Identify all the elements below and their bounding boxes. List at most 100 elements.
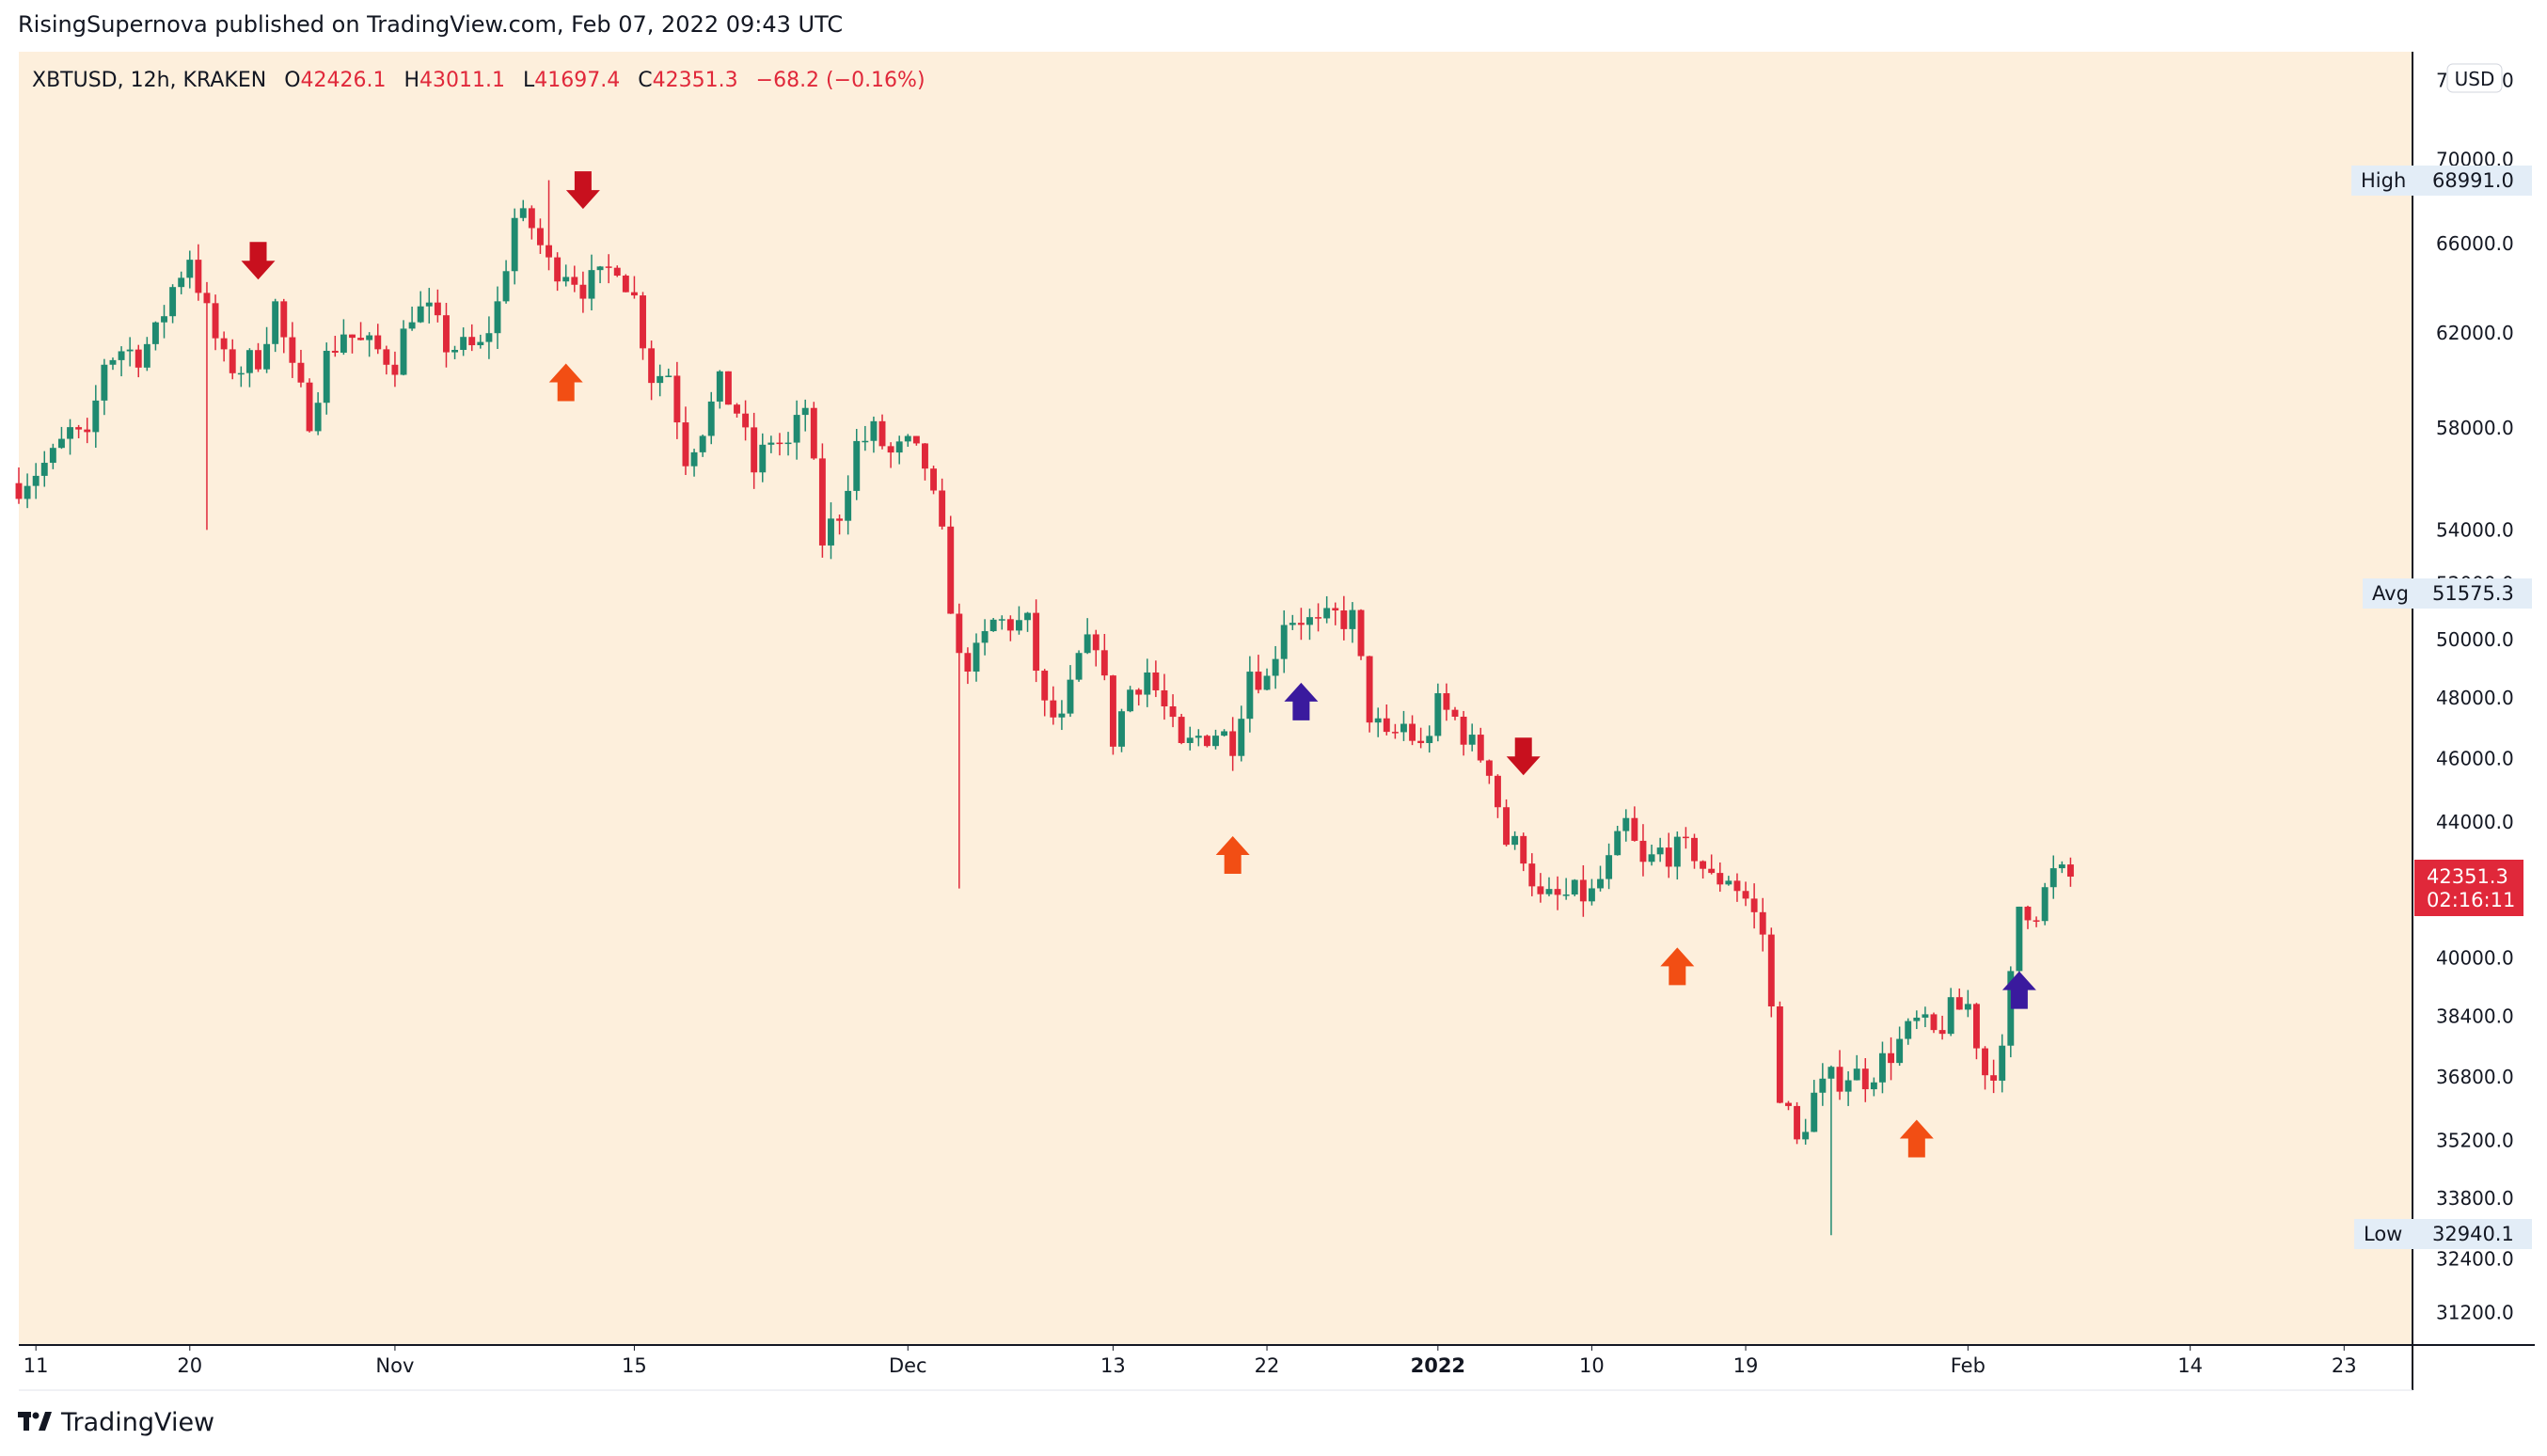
candle-body (451, 349, 459, 353)
candle-body (1426, 736, 1433, 744)
candle-body (1794, 1105, 1801, 1140)
candle-body (1579, 879, 1587, 902)
price-scale[interactable]: 74000.070000.066000.062000.058000.054000… (2436, 69, 2514, 1323)
candle-body (40, 463, 48, 476)
candle-body (425, 302, 433, 307)
price-tick-label: 66000.0 (2436, 232, 2514, 255)
candle-body (1750, 898, 1758, 912)
last-price-badge: 42351.3 02:16:11 (2414, 860, 2523, 916)
candle-body (1084, 634, 1091, 654)
candle-body (2016, 906, 2023, 972)
candle-body (1383, 718, 1390, 733)
candle-body (84, 429, 91, 433)
candle-body (1127, 689, 1134, 712)
time-axis[interactable]: 11 20 Nov 15 Dec 13 22 2022 10 19 Feb 14 23 (24, 1345, 2357, 1377)
candle-body (1733, 880, 1741, 892)
legend-high-value: 43011.1 (419, 69, 505, 92)
legend-line: XBTUSD, 12h, KRAKEN O42426.1 H43011.1 L4… (32, 69, 925, 92)
candle-body (1606, 855, 1613, 879)
price-tick-label: 36800.0 (2436, 1066, 2514, 1088)
currency-badge[interactable]: USD (2446, 63, 2503, 93)
candle-body (724, 371, 732, 405)
candle-body (878, 420, 886, 447)
high-value: 68991.0 (2432, 169, 2514, 192)
candle-body (306, 382, 313, 432)
candle-body (1554, 889, 1561, 895)
candle-body (1100, 650, 1108, 676)
tradingview-brand[interactable]: TradingView (18, 1403, 214, 1441)
candle-body (245, 350, 253, 373)
candle-body (1468, 735, 1476, 745)
price-tick-label: 32400.0 (2436, 1247, 2514, 1270)
candle-body (255, 350, 261, 370)
candle-body (143, 343, 150, 368)
candle-body (2033, 920, 2040, 922)
candle-body (964, 653, 972, 673)
candle-body (1879, 1052, 1886, 1083)
candle-body (1050, 700, 1057, 718)
buy-arrow-icon (1660, 947, 1695, 986)
candle-body (468, 337, 476, 346)
candle-body (49, 448, 56, 464)
candle-body (793, 415, 800, 443)
candle-body (1922, 1014, 1929, 1018)
candle-body (331, 350, 339, 353)
candle-body (1528, 863, 1536, 887)
candle-body (229, 349, 236, 373)
time-label: 19 (1733, 1354, 1759, 1377)
candle-body (2041, 887, 2049, 922)
price-tick-label: 44000.0 (2436, 811, 2514, 833)
candle-body (511, 217, 518, 272)
candle-body (1844, 1080, 1852, 1092)
candle-body (776, 442, 783, 445)
last-price: 42351.3 (2427, 865, 2508, 888)
candle-body (408, 322, 416, 329)
candle-body (546, 245, 552, 258)
candle-body (1905, 1021, 1912, 1039)
candle-body (263, 343, 271, 370)
sell-arrow-icon (241, 242, 276, 280)
buy-arrow-icon (1215, 835, 1250, 874)
candle-body (1888, 1052, 1895, 1064)
legend-symbol: XBTUSD, 12h, KRAKEN (32, 69, 266, 92)
candle-body (1315, 617, 1322, 619)
candle-body (1280, 625, 1288, 659)
high-label: High (2361, 169, 2406, 192)
candle-body (24, 485, 31, 499)
candle-body (374, 335, 382, 350)
candle-body (169, 287, 177, 317)
candle-body (751, 427, 758, 473)
buy-arrow-icon (1899, 1119, 1934, 1158)
candle-body (443, 315, 450, 353)
candle-body (1682, 836, 1689, 839)
candle-body (1964, 1004, 1971, 1010)
candle-body (759, 444, 767, 473)
candle-body (784, 442, 792, 445)
time-label: 15 (622, 1354, 647, 1377)
candle-body (853, 440, 861, 491)
candle-body (1297, 623, 1305, 625)
candle-body (400, 328, 407, 375)
candle-body (665, 375, 672, 377)
candle-body (1400, 723, 1407, 733)
candle-body (1024, 612, 1031, 621)
candle-body (1263, 675, 1271, 690)
candle-body (203, 293, 211, 304)
candle-body (1460, 717, 1467, 745)
candle-body (323, 350, 330, 404)
time-label: 22 (1255, 1354, 1280, 1377)
candle-body (32, 475, 40, 486)
candle-body (613, 267, 621, 277)
candle-body (1520, 835, 1527, 864)
candle-body (1759, 911, 1766, 935)
candle-body (1015, 620, 1022, 631)
candle-body (1537, 886, 1544, 894)
candle-body (596, 266, 604, 271)
signal-arrows (241, 171, 2036, 1158)
candle-body (845, 490, 852, 521)
candle-body (1194, 736, 1202, 738)
candle-body (67, 427, 73, 439)
candle-body (2049, 868, 2057, 888)
sell-arrow-icon (565, 171, 600, 210)
